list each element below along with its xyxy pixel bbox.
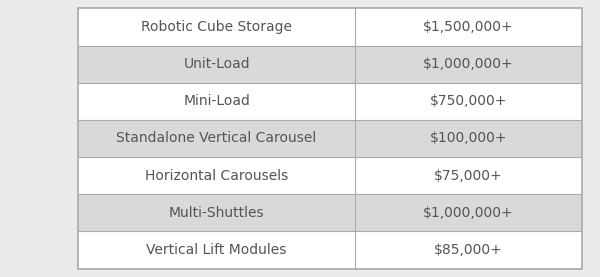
Text: $85,000+: $85,000+: [434, 243, 503, 257]
Text: Standalone Vertical Carousel: Standalone Vertical Carousel: [116, 132, 317, 145]
Bar: [78, 194, 355, 232]
Bar: [355, 8, 582, 45]
Bar: [78, 232, 355, 269]
Bar: [355, 232, 582, 269]
Text: Horizontal Carousels: Horizontal Carousels: [145, 169, 288, 183]
Bar: [355, 83, 582, 120]
Bar: [78, 8, 355, 45]
Text: $1,000,000+: $1,000,000+: [423, 57, 514, 71]
Text: $1,500,000+: $1,500,000+: [423, 20, 514, 34]
Text: Vertical Lift Modules: Vertical Lift Modules: [146, 243, 287, 257]
Text: Multi-Shuttles: Multi-Shuttles: [169, 206, 265, 220]
Bar: [78, 157, 355, 194]
Bar: [355, 194, 582, 232]
Text: $100,000+: $100,000+: [430, 132, 508, 145]
Text: $75,000+: $75,000+: [434, 169, 503, 183]
Bar: [355, 157, 582, 194]
Text: $1,000,000+: $1,000,000+: [423, 206, 514, 220]
Bar: [355, 120, 582, 157]
Text: Mini-Load: Mini-Load: [183, 94, 250, 108]
Bar: [78, 45, 355, 83]
Text: Robotic Cube Storage: Robotic Cube Storage: [141, 20, 292, 34]
Bar: [78, 8, 582, 269]
Bar: [78, 120, 355, 157]
Bar: [355, 45, 582, 83]
Text: Unit-Load: Unit-Load: [183, 57, 250, 71]
Bar: [78, 83, 355, 120]
Text: $750,000+: $750,000+: [430, 94, 507, 108]
